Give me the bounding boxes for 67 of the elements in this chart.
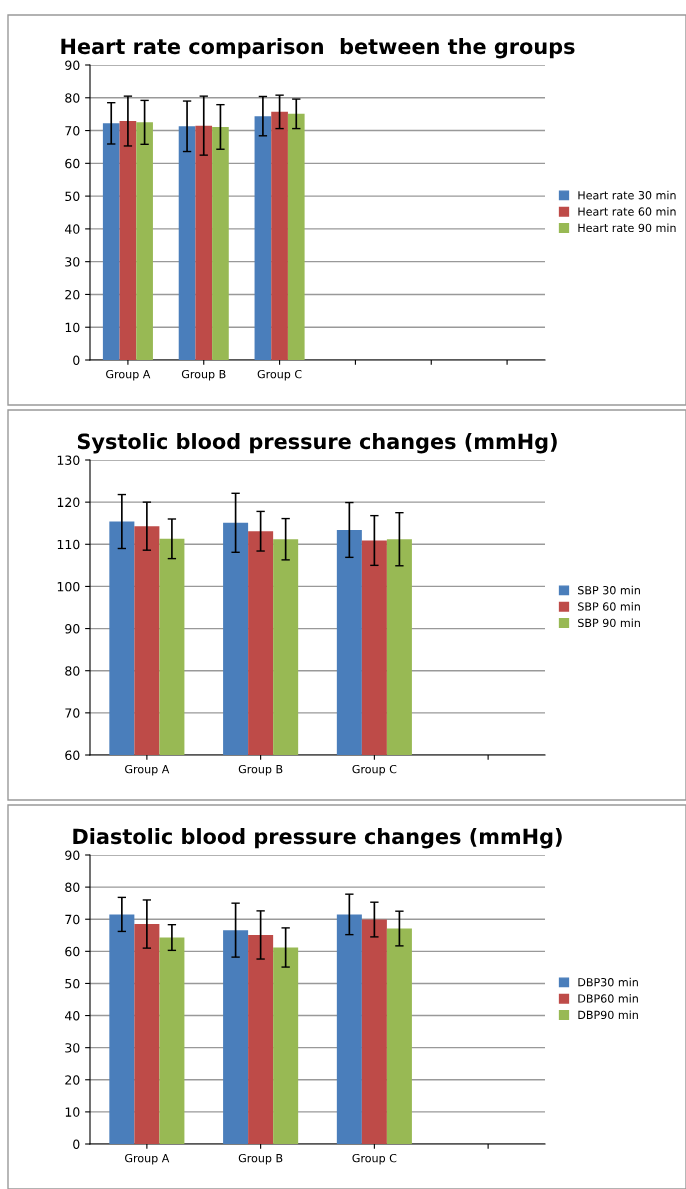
y-tick-label: 110: [57, 539, 80, 550]
bar: [119, 121, 137, 360]
y-tick-label: 20: [65, 1075, 80, 1085]
chart-title: Systolic blood pressure changes (mmHg): [77, 433, 557, 454]
y-tick-label: 60: [65, 750, 80, 760]
x-tick-label: Group C: [352, 1153, 397, 1165]
bar: [134, 924, 160, 1144]
bar: [136, 122, 153, 360]
bar: [271, 111, 288, 360]
y-tick-label: 70: [65, 708, 80, 718]
y-tick-label: 30: [65, 1043, 80, 1053]
y-tick-label: 80: [65, 666, 80, 676]
y-tick-label: 60: [65, 946, 80, 957]
bar: [178, 126, 196, 360]
y-tick-label: 50: [65, 191, 80, 202]
bar: [386, 928, 412, 1144]
bar: [361, 919, 387, 1144]
x-tick-label: Group C: [352, 764, 397, 776]
y-tick-label: 90: [65, 850, 80, 860]
y-tick-label: 20: [65, 289, 80, 300]
legend-label: Heart rate 60 min: [578, 207, 676, 216]
x-tick-label: Group B: [181, 369, 226, 381]
y-tick-label: 80: [65, 882, 80, 893]
y-tick-label: 0: [73, 355, 80, 365]
y-tick-label: 30: [65, 257, 80, 267]
y-tick-label: 10: [65, 1107, 80, 1117]
x-tick-label: Group A: [106, 369, 151, 381]
legend-label: Heart rate 90 min: [578, 223, 676, 233]
x-tick-label: Group A: [125, 764, 170, 776]
legend-label: Heart rate 30 min: [578, 190, 676, 200]
bar: [273, 947, 299, 1144]
y-tick-label: 90: [65, 60, 80, 70]
y-tick-label: 40: [64, 1011, 80, 1021]
y-tick-label: 130: [57, 455, 80, 465]
legend-label: SBP 90 min: [578, 618, 640, 628]
bar: [336, 914, 362, 1144]
y-tick-label: 50: [65, 978, 80, 989]
bar: [287, 113, 305, 360]
legend-label: SBP 60 min: [578, 602, 640, 611]
legend-label: SBP 30 min: [578, 585, 640, 595]
bar: [254, 116, 272, 360]
y-tick-label: 120: [57, 497, 80, 508]
bar: [102, 123, 120, 360]
x-tick-label: Group C: [257, 369, 302, 381]
bar: [223, 930, 249, 1144]
y-tick-label: 100: [57, 581, 80, 592]
bar: [195, 125, 213, 360]
y-tick-label: 70: [65, 126, 80, 136]
y-tick-label: 90: [65, 624, 80, 634]
y-tick-label: 80: [65, 93, 80, 103]
bar: [248, 934, 274, 1144]
y-tick-label: 10: [65, 322, 80, 333]
chart-title: Diastolic blood pressure changes (mmHg): [73, 828, 562, 849]
bar: [109, 914, 135, 1144]
x-tick-label: Group B: [238, 1153, 283, 1165]
y-tick-label: 60: [65, 158, 80, 169]
legend-label: DBP30 min: [578, 977, 638, 987]
x-tick-label: Group B: [238, 764, 283, 776]
y-tick-label: 70: [65, 914, 80, 925]
legend-label: DBP90 min: [578, 1010, 638, 1020]
y-tick-label: 40: [64, 224, 80, 234]
bar: [212, 126, 229, 360]
bar: [159, 937, 185, 1144]
chart-title: Heart rate comparison between the groups: [61, 38, 575, 59]
legend-label: DBP60 min: [578, 994, 638, 1003]
y-tick-label: 0: [73, 1139, 80, 1149]
x-tick-label: Group A: [125, 1153, 170, 1165]
